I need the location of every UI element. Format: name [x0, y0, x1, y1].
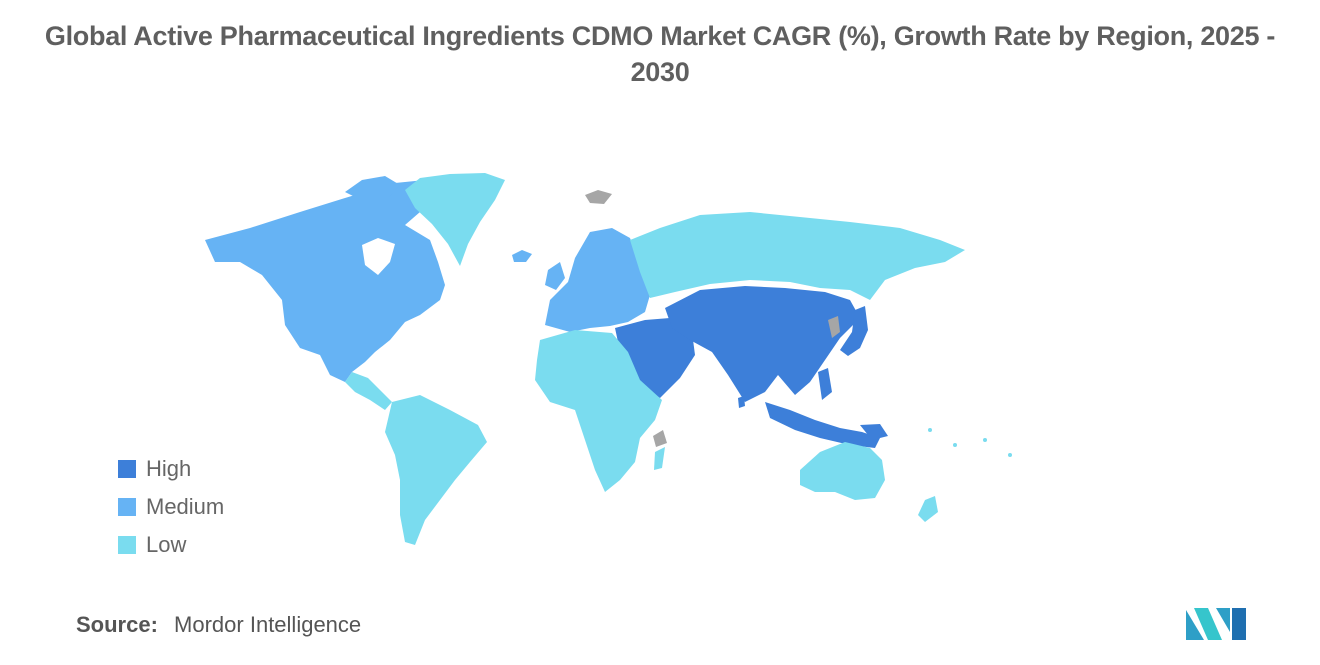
region-uk-ireland — [545, 262, 565, 290]
region-new-zealand — [918, 496, 938, 522]
region-somalia — [653, 430, 667, 447]
region-sri-lanka — [738, 396, 745, 408]
region-japan — [840, 306, 868, 356]
region-middle-east — [615, 318, 695, 398]
hudson-bay — [362, 238, 395, 275]
region-greenland — [405, 173, 505, 266]
legend-item-medium: Medium — [118, 488, 224, 526]
mordor-intelligence-logo — [1186, 608, 1246, 640]
region-south-america — [385, 395, 487, 545]
region-philippines — [818, 368, 832, 400]
pacific-islands — [983, 438, 987, 442]
region-madagascar — [654, 447, 665, 470]
legend-item-high: High — [118, 450, 224, 488]
region-asia — [665, 286, 860, 402]
legend-swatch-high — [118, 460, 136, 478]
pacific-islands — [1008, 453, 1012, 457]
legend-swatch-medium — [118, 498, 136, 516]
region-africa — [535, 330, 662, 492]
region-iceland — [512, 250, 532, 262]
pacific-islands — [953, 443, 957, 447]
legend-swatch-low — [118, 536, 136, 554]
legend-label: Medium — [146, 494, 225, 519]
source-value: Mordor Intelligence — [174, 612, 362, 637]
region-canada-arctic-islands — [345, 176, 400, 202]
region-north-america — [205, 180, 445, 382]
legend-label: Low — [146, 532, 187, 557]
region-central-america — [345, 372, 392, 410]
region-russia — [630, 212, 965, 300]
legend-label: High — [146, 456, 192, 481]
region-indonesia — [765, 402, 880, 448]
region-north-korea — [828, 316, 840, 338]
region-europe — [545, 228, 650, 332]
chart-title: Global Active Pharmaceutical Ingredients… — [44, 21, 1276, 87]
source-note: Source: Mordor Intelligence — [76, 612, 361, 638]
legend-item-low: Low — [118, 526, 224, 564]
region-papua-new-guinea — [860, 424, 888, 440]
source-label: Source: — [76, 612, 158, 637]
region-svalbard — [585, 190, 612, 204]
map-legend: High Medium Low — [118, 450, 224, 564]
region-australia — [800, 442, 885, 500]
pacific-islands — [928, 428, 932, 432]
